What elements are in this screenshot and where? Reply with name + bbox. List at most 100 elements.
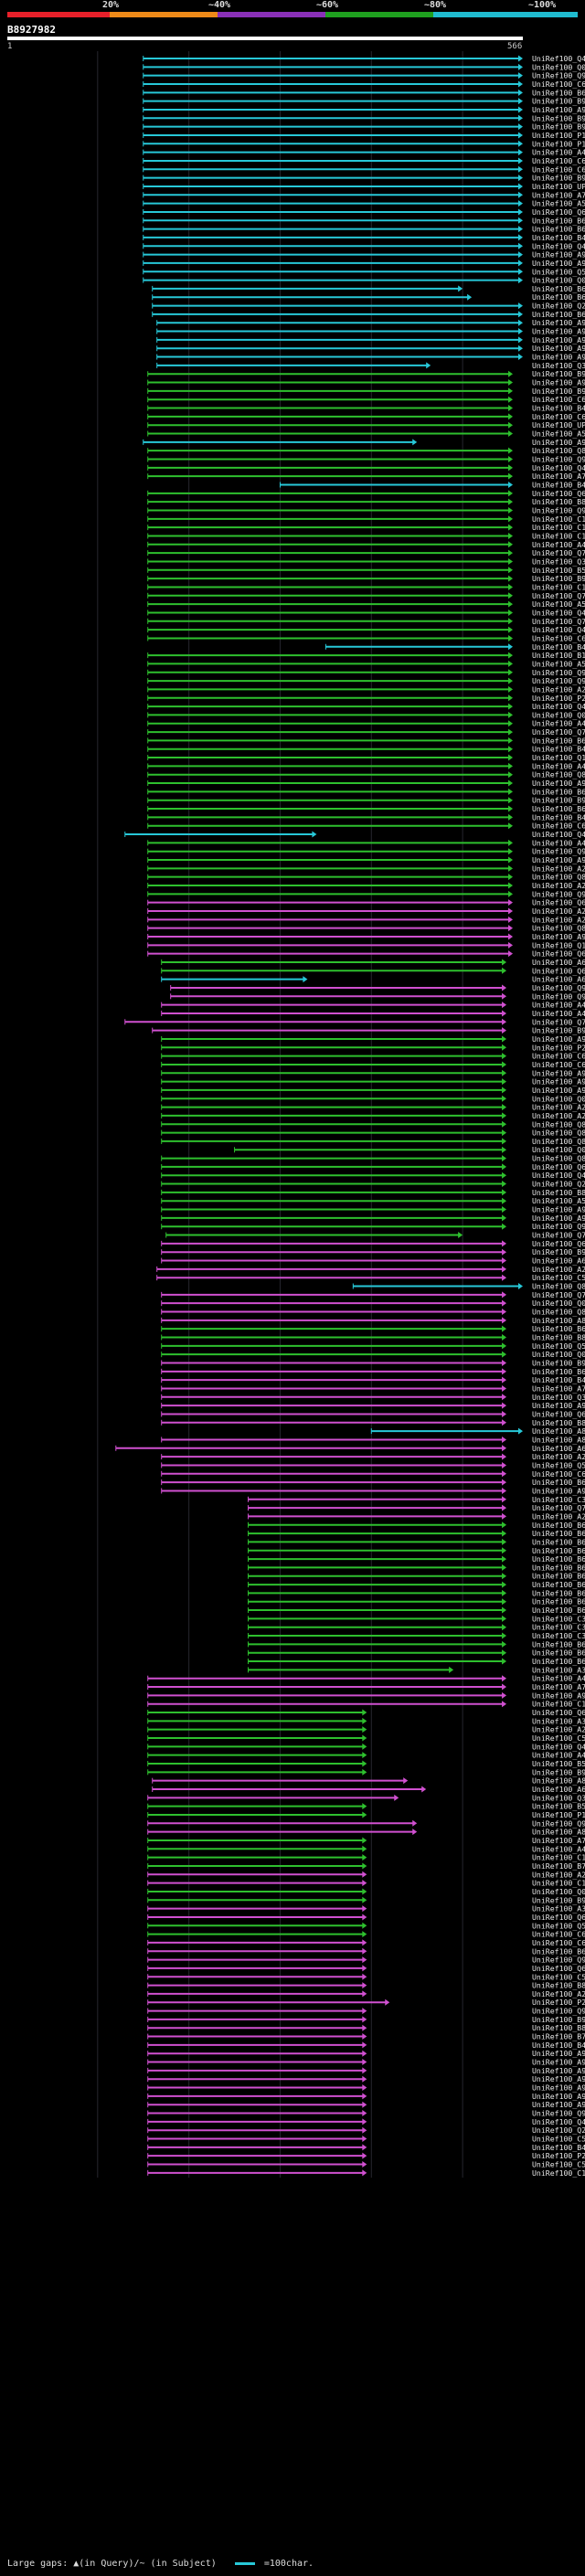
hit-row[interactable]: UniRef100_Q8RUW9 xyxy=(161,1137,585,1146)
hit-label[interactable]: UniRef100_Q4RUN3 xyxy=(532,1742,585,1751)
hit-row[interactable]: UniRef100_Q84XQ2 xyxy=(147,924,585,933)
hit-label[interactable]: UniRef100_Q4U038 xyxy=(532,54,585,63)
hit-row[interactable]: UniRef100_B8LPT5 xyxy=(147,1981,585,1990)
hit-row[interactable]: UniRef100_UPI000... xyxy=(143,182,585,191)
hit-label[interactable]: UniRef100_B6ZW49 xyxy=(532,310,585,319)
hit-row[interactable]: UniRef100_A8I0C8 xyxy=(152,1776,585,1786)
hit-label[interactable]: UniRef100_Q24561 xyxy=(532,2125,585,2135)
hit-row[interactable]: UniRef100_B5VBN8 xyxy=(147,1759,585,1768)
hit-row[interactable]: UniRef100_B6ZZ11 xyxy=(248,1657,585,1666)
hit-row[interactable]: UniRef100_A9NQ87 xyxy=(147,2058,585,2067)
hit-row[interactable]: UniRef100_Q9SQL2 xyxy=(147,668,585,677)
hit-row[interactable]: UniRef100_B6SZ13 xyxy=(161,1478,585,1487)
hit-row[interactable]: UniRef100_A5CAJ2 xyxy=(147,659,585,668)
hit-row[interactable]: UniRef100_Q1WLW1 xyxy=(147,940,585,949)
hit-row[interactable]: UniRef100_A9NL08 xyxy=(147,2092,585,2101)
hit-row[interactable]: UniRef100_B6TN39 xyxy=(147,787,585,796)
hit-row[interactable]: UniRef100_B9SEZ7 xyxy=(152,1026,585,1035)
hit-label[interactable]: UniRef100_A9RW10 xyxy=(532,327,585,336)
hit-label[interactable]: UniRef100_B5VBN8 xyxy=(532,1759,585,1768)
hit-label[interactable]: UniRef100_A3F4K0 xyxy=(532,1665,585,1674)
hit-row[interactable]: UniRef100_Q0WR83 xyxy=(161,1350,585,1359)
hit-row[interactable]: UniRef100_C1MK08 xyxy=(147,523,585,532)
hit-row[interactable]: UniRef100_P12360 xyxy=(147,1810,585,1819)
hit-label[interactable]: UniRef100_B9HT12 xyxy=(532,369,585,378)
hit-label[interactable]: UniRef100_C6TIC5 xyxy=(532,822,585,831)
hit-row[interactable]: UniRef100_A2SY14 xyxy=(161,1452,585,1461)
hit-row[interactable]: UniRef100_Q8L9Y7 xyxy=(161,1308,585,1317)
hit-label[interactable]: UniRef100_P13869 xyxy=(532,139,585,148)
hit-label[interactable]: UniRef100_C5XBQ1 xyxy=(532,1733,585,1743)
hit-row[interactable]: UniRef100_Q4V512 xyxy=(147,2117,585,2126)
hit-label[interactable]: UniRef100_Q75YY8 xyxy=(532,1231,585,1240)
hit-label[interactable]: UniRef100_Q69PP1 xyxy=(532,489,585,498)
hit-label[interactable]: UniRef100_A4QNF2 xyxy=(532,1674,585,1683)
hit-label[interactable]: UniRef100_C5XB47 xyxy=(532,1972,585,1981)
hit-row[interactable]: UniRef100_A9NL20 xyxy=(147,2083,585,2093)
hit-label[interactable]: UniRef100_B7SB30 xyxy=(532,1861,585,1871)
hit-row[interactable]: UniRef100_Q6H748 xyxy=(161,966,585,975)
hit-row[interactable]: UniRef100_Q9FE18 xyxy=(170,983,585,992)
hit-label[interactable]: UniRef100_A2YZ11 xyxy=(532,1725,585,1734)
hit-label[interactable]: UniRef100_Q9FE18 xyxy=(532,983,585,992)
hit-label[interactable]: UniRef100_Q41642 xyxy=(532,608,585,617)
hit-row[interactable]: UniRef100_C5Z098 xyxy=(147,2160,585,2169)
hit-row[interactable]: UniRef100_Q9C639 xyxy=(161,1222,585,1231)
hit-row[interactable]: UniRef100_A2YVJ1 xyxy=(147,906,585,916)
hit-row[interactable]: UniRef100_A8I5G0 xyxy=(161,1316,585,1325)
hit-label[interactable]: UniRef100_Q84XQ2 xyxy=(532,924,585,933)
hit-label[interactable]: UniRef100_C6TC61 xyxy=(532,156,585,165)
hit-label[interactable]: UniRef100_A2YV18 xyxy=(532,915,585,924)
hit-label[interactable]: UniRef100_B5KU60 xyxy=(532,566,585,575)
hit-label[interactable]: UniRef100_C1E2V4 xyxy=(532,1700,585,1709)
hit-label[interactable]: UniRef100_A3B530 xyxy=(532,1716,585,1725)
hit-label[interactable]: UniRef100_B1PDK1 xyxy=(532,651,585,660)
hit-row[interactable]: UniRef100_Q69TB3 xyxy=(147,1708,585,1717)
hit-label[interactable]: UniRef100_Q6YVE5 xyxy=(532,1239,585,1248)
hit-label[interactable]: UniRef100_Q8RUW9 xyxy=(532,1137,585,1146)
hit-label[interactable]: UniRef100_Q6Z7Q1 xyxy=(532,1162,585,1171)
hit-row[interactable]: UniRef100_Q01667 xyxy=(147,1887,585,1896)
hit-row[interactable]: UniRef100_A5AC02 xyxy=(161,1196,585,1205)
hit-row[interactable]: UniRef100_Q9LKC7 xyxy=(147,847,585,856)
hit-row[interactable]: UniRef100_A9QH81 xyxy=(161,1401,585,1410)
hit-row[interactable]: UniRef100_C5XB47 xyxy=(147,1972,585,1981)
hit-label[interactable]: UniRef100_A9TEM7 xyxy=(532,1214,585,1223)
hit-row[interactable]: UniRef100_C1FD94 xyxy=(147,514,585,524)
hit-row[interactable]: UniRef100_A4GPN5 xyxy=(147,1751,585,1760)
hit-row[interactable]: UniRef100_B6ZZ17 xyxy=(248,1597,585,1606)
hit-label[interactable]: UniRef100_Q75YY9 xyxy=(532,1503,585,1512)
hit-row[interactable]: UniRef100_A5B8T6 xyxy=(147,429,585,439)
hit-label[interactable]: UniRef100_C6T6G1 xyxy=(532,395,585,404)
hit-label[interactable]: UniRef100_C1MK08 xyxy=(532,523,585,532)
hit-label[interactable]: UniRef100_B9SHK2 xyxy=(532,1895,585,1904)
hit-label[interactable]: UniRef100_B9RLX2 xyxy=(532,574,585,583)
hit-row[interactable]: UniRef100_B8AJ38 xyxy=(161,1188,585,1197)
hit-row[interactable]: UniRef100_Q6YWJ7 xyxy=(147,898,585,907)
hit-label[interactable]: UniRef100_C1E228 xyxy=(532,1879,585,1888)
hit-row[interactable]: UniRef100_A7P8T5 xyxy=(147,472,585,481)
hit-row[interactable]: UniRef100_P13869 xyxy=(143,139,585,148)
hit-row[interactable]: UniRef100_Q4VZ52 xyxy=(143,241,585,250)
hit-row[interactable]: UniRef100_Q2VXR9 xyxy=(161,1180,585,1189)
hit-label[interactable]: UniRef100_Q8LCR7 xyxy=(532,1154,585,1163)
hit-row[interactable]: UniRef100_B6ZY28 xyxy=(248,1639,585,1648)
hit-label[interactable]: UniRef100_A5B8T6 xyxy=(532,429,585,439)
hit-row[interactable]: UniRef100_B9M5P6 xyxy=(147,2015,585,2024)
hit-label[interactable]: UniRef100_Q6Z411 xyxy=(532,1913,585,1922)
hit-row[interactable]: UniRef100_A2SY34 xyxy=(147,1870,585,1879)
hit-row[interactable]: UniRef100_A2SY40 xyxy=(161,1111,585,1120)
hit-label[interactable]: UniRef100_B9PCC9 xyxy=(532,122,585,132)
hit-row[interactable]: UniRef100_B8LP66 xyxy=(147,2023,585,2032)
hit-label[interactable]: UniRef100_B6T892 xyxy=(532,225,585,234)
hit-label[interactable]: UniRef100_B9MG82 xyxy=(532,1358,585,1367)
hit-row[interactable]: UniRef100_A2YZ11 xyxy=(147,1725,585,1734)
hit-row[interactable]: UniRef100_B4G5T7 xyxy=(147,2041,585,2050)
hit-label[interactable]: UniRef100_C1EDC9 xyxy=(532,582,585,591)
hit-row[interactable]: UniRef100_A9TEM6 xyxy=(161,1205,585,1214)
hit-row[interactable]: UniRef100_Q41039 xyxy=(147,702,585,711)
hit-row[interactable]: UniRef100_Q39631 xyxy=(147,1793,585,1802)
hit-row[interactable]: UniRef100_Q8QU89 xyxy=(161,1129,585,1138)
hit-row[interactable]: UniRef100_C3UVR9 xyxy=(248,1495,585,1504)
hit-row[interactable]: UniRef100_A9RW10 xyxy=(156,327,585,336)
